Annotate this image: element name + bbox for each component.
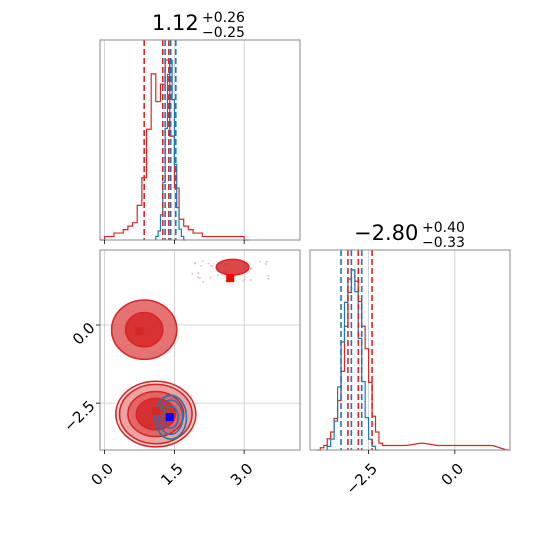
title-x1-minus: −0.25 bbox=[202, 25, 245, 41]
scatter-point-20 bbox=[216, 274, 219, 277]
xtick-label-x2-0: −2.5 bbox=[343, 460, 381, 498]
xtick-label-joint-1: 1.5 bbox=[157, 460, 187, 490]
contour-1-0-0 bbox=[162, 405, 179, 429]
scatter-point-35 bbox=[249, 279, 252, 281]
scatter-point-38 bbox=[265, 263, 267, 265]
panel-marginal-x1: 1.12 +0.26 −0.25 bbox=[99, 10, 301, 244]
scatter-point-36 bbox=[210, 265, 212, 267]
scatter-point-17 bbox=[224, 276, 227, 279]
markers bbox=[135, 274, 235, 422]
xtick-label-x2-1: 0.0 bbox=[438, 460, 468, 490]
hist-x2-series-1 bbox=[326, 269, 379, 451]
title-x2-plus: +0.40 bbox=[422, 220, 465, 236]
scatter-point-26 bbox=[198, 277, 201, 279]
scatter-point-1 bbox=[197, 276, 199, 279]
marker-2 bbox=[151, 406, 160, 415]
scatter-point-39 bbox=[250, 267, 252, 270]
marker-0 bbox=[226, 274, 235, 283]
quantile-lines-x1 bbox=[143, 40, 177, 240]
scatter-point-30 bbox=[267, 274, 270, 277]
hist-x1-series-1 bbox=[155, 59, 187, 241]
scatter-point-8 bbox=[243, 278, 246, 281]
ticks-x1 bbox=[104, 240, 245, 244]
scatter-point-37 bbox=[259, 260, 262, 263]
xtick-label-joint-0: 0.0 bbox=[87, 460, 117, 490]
title-x1-value: 1.12 bbox=[152, 11, 199, 35]
hist-x2-series-0 bbox=[316, 269, 510, 451]
contour-0-2-0 bbox=[215, 258, 250, 276]
scatter-point-6 bbox=[242, 280, 245, 283]
marker-1 bbox=[135, 327, 144, 336]
contours bbox=[110, 258, 250, 448]
scatter-point-34 bbox=[209, 276, 212, 279]
quantile-lines-x2 bbox=[340, 250, 373, 450]
title-x1-plus: +0.26 bbox=[202, 10, 245, 26]
frame-x1 bbox=[99, 39, 301, 241]
title-x2-minus: −0.33 bbox=[422, 235, 465, 251]
grid-x2 bbox=[368, 250, 456, 450]
frame-joint bbox=[99, 249, 301, 451]
contour-1-0-1 bbox=[157, 399, 184, 436]
scatter-point-13 bbox=[267, 277, 270, 280]
ticks-x2: −2.5 0.0 bbox=[343, 450, 468, 498]
panel-joint: 0.0 1.5 3.0 0.0 −2.5 bbox=[60, 249, 301, 490]
histograms-x2 bbox=[316, 269, 510, 451]
scatter-point-16 bbox=[201, 260, 204, 263]
scatter-point-22 bbox=[207, 262, 210, 265]
scatter-point-11 bbox=[266, 260, 268, 263]
scatter-point-15 bbox=[243, 275, 246, 278]
marker-3 bbox=[165, 413, 174, 422]
contour-1-0-2 bbox=[154, 394, 188, 440]
title-x2-value: −2.80 bbox=[354, 221, 418, 245]
scatter-point-10 bbox=[202, 280, 205, 283]
scatter-point-19 bbox=[200, 265, 203, 267]
xtick-label-joint-2: 3.0 bbox=[227, 460, 257, 490]
frame-x2 bbox=[309, 249, 511, 451]
panel-marginal-x2: −2.5 0.0 −2.80 +0.40 −0.33 bbox=[309, 220, 511, 498]
ytick-label-joint-0: 0.0 bbox=[69, 319, 99, 349]
scatter-point-21 bbox=[194, 261, 196, 264]
scatter-point-28 bbox=[191, 272, 194, 275]
contour-0-1-0 bbox=[124, 311, 164, 348]
ytick-label-joint-1: −2.5 bbox=[60, 397, 98, 435]
scatter-point-12 bbox=[197, 272, 200, 274]
